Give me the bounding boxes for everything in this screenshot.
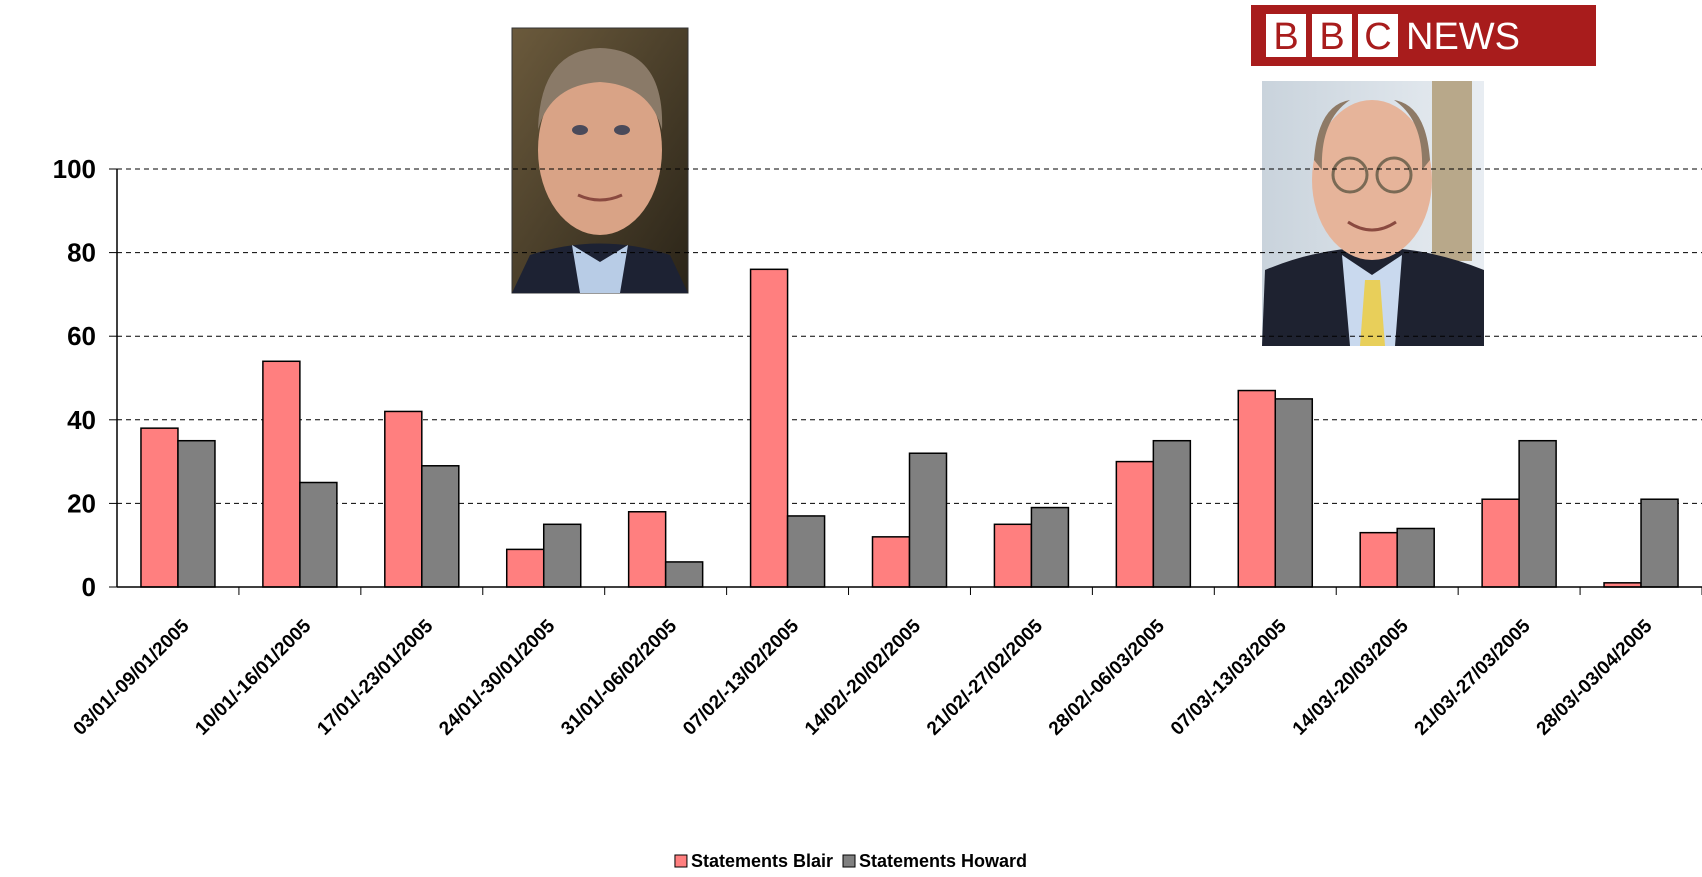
y-tick-label: 20 [67, 488, 96, 518]
x-tick-label: 17/01/-23/01/2005 [313, 615, 437, 739]
x-tick-label: 28/03/-03/04/2005 [1533, 615, 1657, 739]
bar [262, 360, 301, 588]
x-tick-label: 28/02/-06/03/2005 [1045, 615, 1169, 739]
y-tick-label: 40 [67, 405, 96, 435]
bar [786, 515, 826, 588]
bar [1359, 531, 1398, 588]
logo-word: NEWS [1406, 16, 1520, 58]
bar [505, 548, 545, 588]
x-tick-label: 21/03/-27/03/2005 [1411, 615, 1535, 739]
x-tick-label: 14/03/-20/03/2005 [1289, 615, 1413, 739]
bar [1481, 498, 1520, 588]
bar [1396, 527, 1435, 588]
photo-blair [511, 27, 689, 294]
x-tick-label: 24/01/-30/01/2005 [435, 615, 559, 739]
x-tick-label: 07/02/-13/02/2005 [679, 615, 803, 739]
bar [908, 452, 948, 588]
bar [1274, 398, 1314, 588]
bar [664, 561, 704, 588]
legend-label: Statements Howard [859, 851, 1027, 871]
photo-howard [1262, 81, 1484, 346]
bar [627, 511, 667, 588]
bar [1115, 460, 1155, 588]
bar [871, 536, 911, 588]
bar [384, 410, 423, 588]
y-tick-label: 60 [67, 321, 96, 351]
logo-letter: B [1319, 16, 1344, 58]
bar [421, 465, 460, 588]
bar [299, 481, 338, 588]
y-tick-label: 100 [53, 154, 96, 184]
bar [177, 439, 216, 588]
logo-letter: C [1364, 16, 1391, 58]
legend: Statements Blair Statements Howard [674, 851, 1027, 871]
y-tick-label: 80 [67, 238, 96, 268]
bar [542, 523, 582, 588]
logo-letter: B [1273, 16, 1298, 58]
logo: B B C NEWS [1251, 5, 1596, 66]
x-tick-label: 07/03/-13/03/2005 [1167, 615, 1291, 739]
bar [1237, 389, 1277, 588]
legend-swatch [842, 854, 856, 868]
x-tick-label: 31/01/-06/02/2005 [557, 615, 681, 739]
y-tick-label: 0 [82, 572, 96, 602]
legend-swatch [674, 854, 688, 868]
bar [1640, 498, 1679, 588]
bar [993, 523, 1033, 588]
bar [1152, 439, 1192, 588]
bar [1030, 506, 1070, 588]
x-tick-label: 03/01/-09/01/2005 [70, 615, 194, 739]
legend-label: Statements Blair [691, 851, 833, 871]
bar [140, 427, 179, 588]
bar [749, 268, 789, 588]
x-tick-label: 14/02/-20/02/2005 [801, 615, 925, 739]
bar [1518, 439, 1557, 588]
x-tick-label: 21/02/-27/02/2005 [923, 615, 1047, 739]
x-tick-label: 10/01/-16/01/2005 [191, 615, 315, 739]
